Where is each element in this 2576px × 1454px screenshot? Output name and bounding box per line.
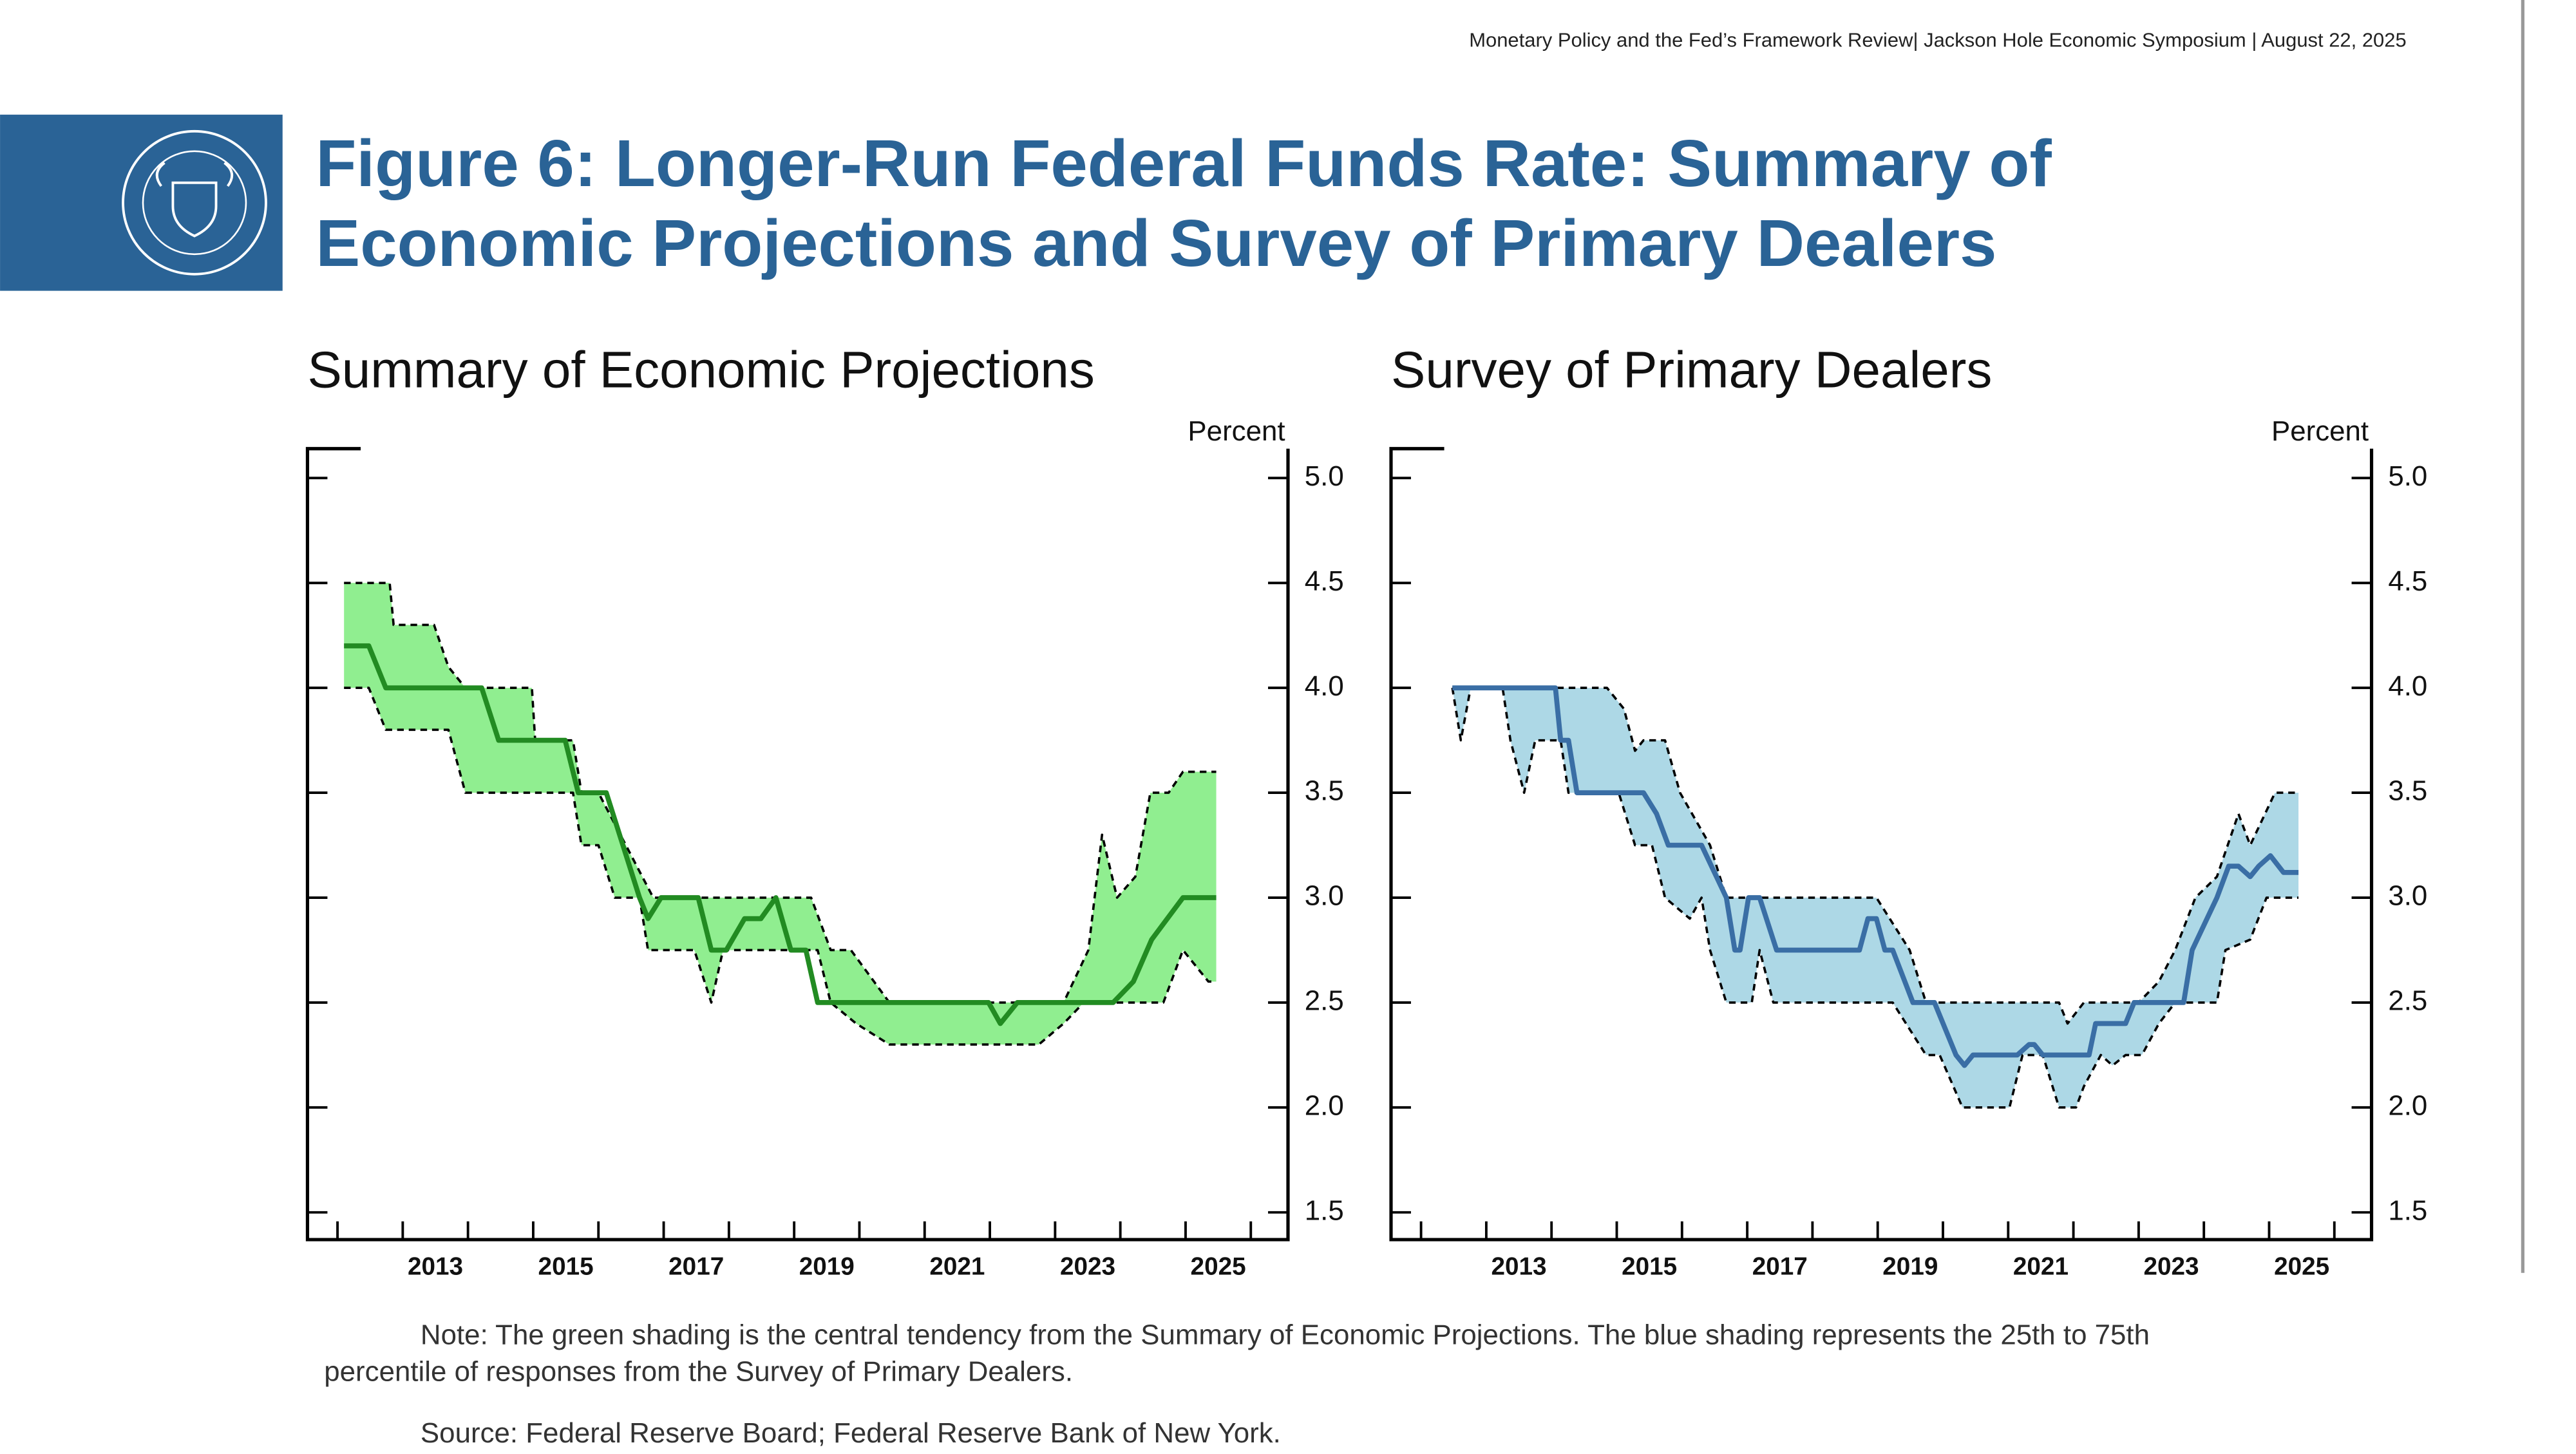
x-tick-label: 2013: [1492, 1252, 1547, 1280]
x-tick-label: 2015: [1622, 1252, 1677, 1280]
y-tick-label: 2.5: [1305, 985, 1344, 1017]
x-tick-label: 2023: [1060, 1252, 1115, 1280]
note: percentile of responses from the Survey …: [324, 1355, 1073, 1387]
y-tick-label: 4.0: [2388, 670, 2427, 702]
logo-panel: [0, 115, 283, 291]
x-tick-label: 2021: [929, 1252, 985, 1280]
y-tick-label: 1.5: [1305, 1194, 1344, 1226]
band-edge: [344, 581, 1217, 1004]
band-fill: [1452, 688, 2299, 1108]
x-tick-label: 2023: [2144, 1252, 2199, 1280]
x-tick-label: 2013: [408, 1252, 463, 1280]
x-tick-label: 2019: [1882, 1252, 1938, 1280]
y-tick-label: 2.0: [2388, 1090, 2427, 1121]
axis-unit: Percent: [2271, 415, 2369, 447]
figure-title: Economic Projections and Survey of Prima…: [316, 206, 1996, 280]
x-tick-label: 2025: [1191, 1252, 1246, 1280]
band-edge: [1451, 686, 2299, 1109]
x-tick-label: 2017: [668, 1252, 724, 1280]
y-tick-label: 5.0: [2388, 460, 2427, 492]
chart-title: Survey of Primary Dealers: [1391, 341, 1992, 398]
x-tick-label: 2025: [2274, 1252, 2329, 1280]
header-text: Monetary Policy and the Fed’s Framework …: [1469, 28, 2407, 51]
y-tick-label: 2.5: [2388, 985, 2427, 1017]
y-tick-label: 3.0: [1305, 880, 1344, 912]
median-line: [344, 643, 1217, 1026]
x-tick-label: 2021: [2013, 1252, 2069, 1280]
y-tick-label: 1.5: [2388, 1194, 2427, 1226]
y-tick-label: 3.5: [1305, 775, 1344, 807]
note: Note: The green shading is the central t…: [421, 1319, 2150, 1351]
x-tick-label: 2015: [538, 1252, 594, 1280]
figure-title: Figure 6: Longer-Run Federal Funds Rate:…: [316, 126, 2052, 200]
source: Source: Federal Reserve Board; Federal R…: [421, 1417, 1281, 1449]
band-edge: [1452, 686, 2299, 1025]
axis-unit: Percent: [1188, 415, 1285, 447]
median-line: [1452, 685, 2299, 1068]
x-tick-label: 2017: [1752, 1252, 1808, 1280]
x-tick-label: 2019: [799, 1252, 855, 1280]
seal: [122, 129, 267, 276]
y-tick-label: 4.0: [1305, 670, 1344, 702]
y-tick-label: 4.5: [2388, 565, 2427, 597]
y-tick-label: 3.0: [2388, 880, 2427, 912]
chart-title: Summary of Economic Projections: [307, 341, 1094, 398]
y-tick-label: 5.0: [1305, 460, 1344, 492]
y-tick-label: 2.0: [1305, 1090, 1344, 1121]
band-fill: [344, 583, 1217, 1045]
y-tick-label: 4.5: [1305, 565, 1344, 597]
y-tick-label: 3.5: [2388, 775, 2427, 807]
axis-frame: [1389, 447, 2374, 1242]
axis-frame: [305, 447, 1290, 1242]
